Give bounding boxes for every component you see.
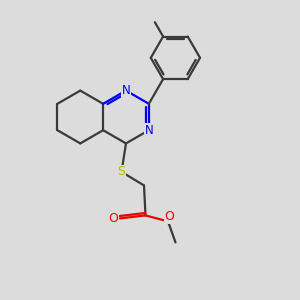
- Text: O: O: [165, 210, 174, 224]
- Text: O: O: [109, 212, 118, 225]
- Text: N: N: [122, 84, 130, 97]
- Text: S: S: [118, 165, 125, 178]
- Text: N: N: [145, 124, 153, 137]
